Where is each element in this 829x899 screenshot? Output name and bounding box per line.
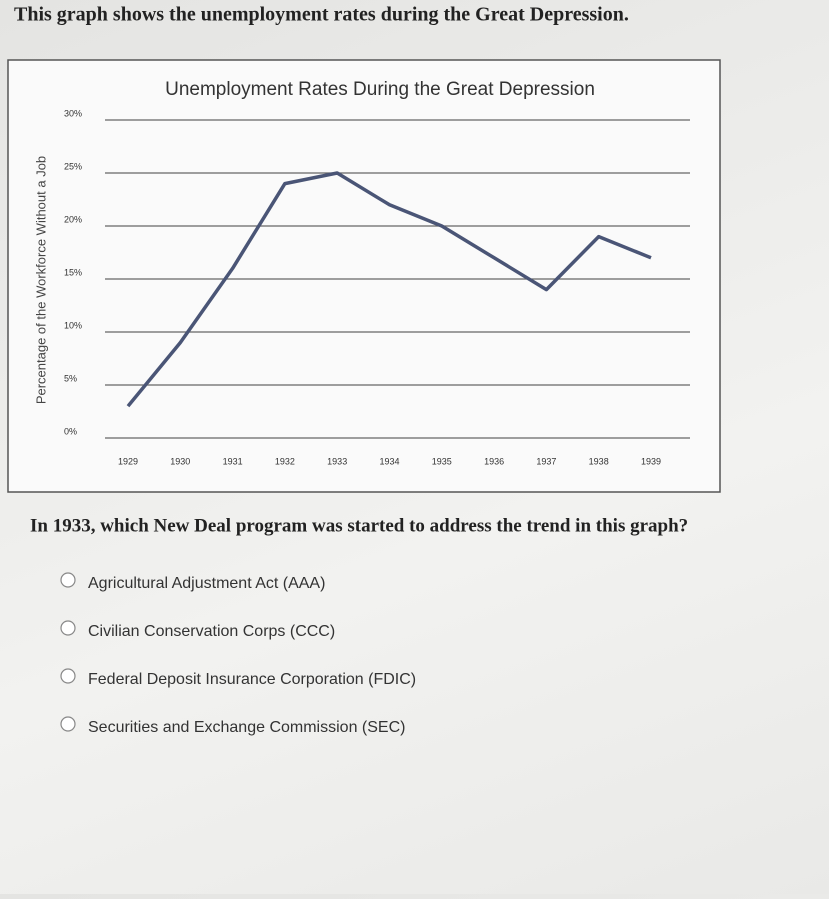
radio-button[interactable] — [60, 668, 76, 684]
x-tick-label: 1939 — [641, 456, 661, 466]
y-tick-label: 30% — [64, 108, 82, 118]
option-label[interactable]: Agricultural Adjustment Act (AAA) — [88, 575, 325, 592]
x-tick-label: 1934 — [379, 456, 399, 466]
option-label[interactable]: Securities and Exchange Commission (SEC) — [88, 719, 405, 736]
chart-title: Unemployment Rates During the Great Depr… — [165, 79, 595, 100]
x-tick-label: 1935 — [432, 456, 452, 466]
x-tick-label: 1931 — [223, 456, 243, 466]
y-tick-label: 15% — [64, 267, 82, 277]
y-tick-label: 10% — [64, 320, 82, 330]
y-tick-label: 5% — [64, 373, 77, 383]
x-tick-label: 1936 — [484, 456, 504, 466]
x-tick-label: 1933 — [327, 456, 347, 466]
plot: 0% 5% 10% 15% 20% 25% 30% 1929 1930 1931 1932 1933 1… — [64, 108, 690, 466]
y-tick-label: 0% — [64, 426, 77, 436]
radio-button[interactable] — [60, 620, 76, 636]
question: In 1933, which New Deal program was star… — [30, 515, 688, 536]
radio-button[interactable] — [60, 572, 76, 588]
x-tick-label: 1938 — [589, 456, 609, 466]
x-tick-label: 1929 — [118, 456, 138, 466]
y-tick-label: 20% — [64, 214, 82, 224]
data-line — [126, 171, 652, 408]
radio-button[interactable] — [60, 716, 76, 732]
option-label[interactable]: Civilian Conservation Corps (CCC) — [88, 623, 335, 640]
intro: This graph shows the unemployment rates … — [14, 4, 629, 26]
y-tick-label: 25% — [64, 161, 82, 171]
x-tick-label: 1930 — [170, 456, 190, 466]
chart-frame — [7, 59, 721, 493]
x-tick-label: 1932 — [275, 456, 295, 466]
x-tick-label: 1937 — [536, 456, 556, 466]
y-axis-label: Percentage of the Workforce Without a Jo… — [33, 156, 48, 404]
options: Agricultural Adjustment Act (AAA) Civilia… — [60, 572, 416, 736]
option-label[interactable]: Federal Deposit Insurance Corporation (F… — [88, 671, 416, 688]
